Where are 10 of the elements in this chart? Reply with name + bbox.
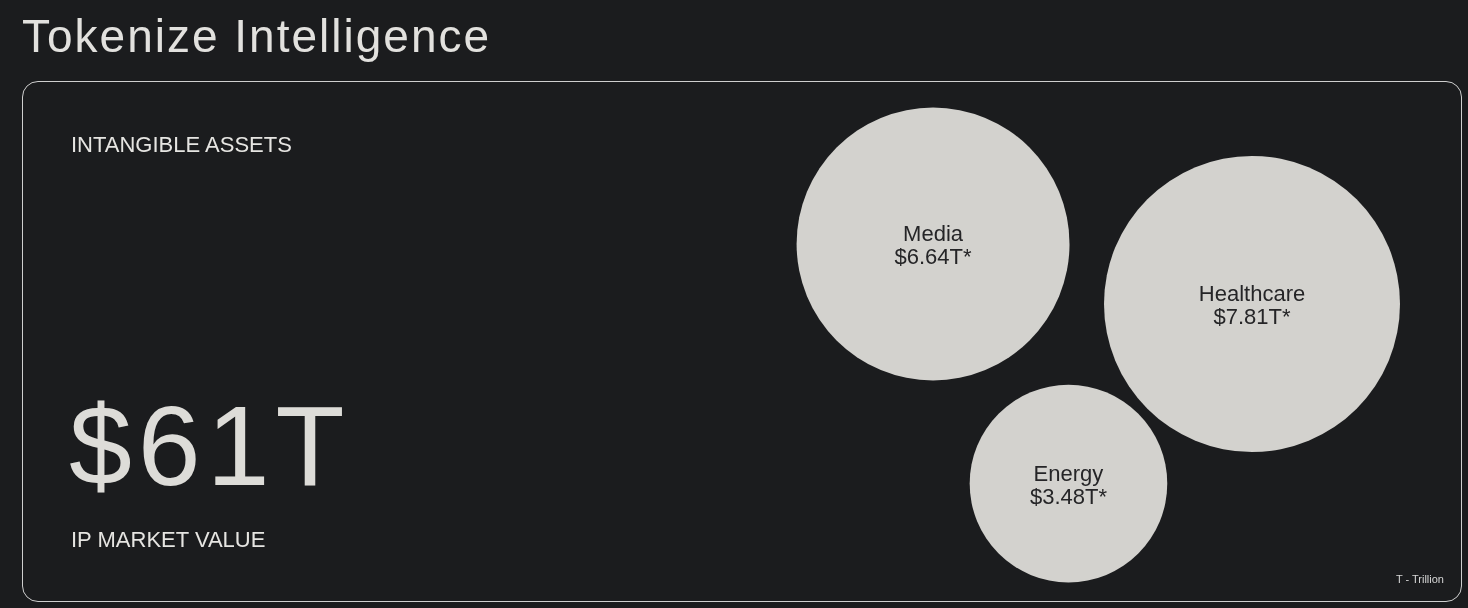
text: INTANGIBLE ASSETS <box>71 132 292 157</box>
text: $61T <box>69 383 351 509</box>
category-label: Media <box>903 220 964 246</box>
text: Tokenize Intelligence <box>22 10 492 62</box>
category-label: Healthcare <box>1198 281 1306 306</box>
text: IP MARKET VALUE <box>71 527 266 552</box>
text: T - Trillion <box>1395 573 1444 585</box>
data-label: $6.64T* <box>894 243 973 269</box>
data-label: $7.81T* <box>1213 304 1291 329</box>
category-label: Energy <box>1033 460 1104 486</box>
